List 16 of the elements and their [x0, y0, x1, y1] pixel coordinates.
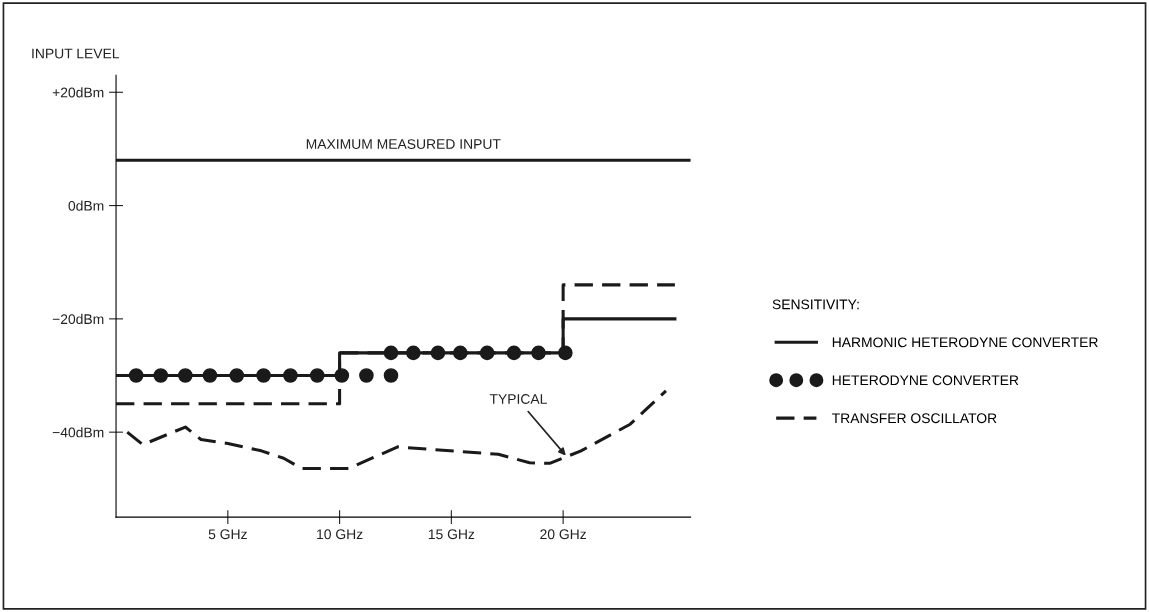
- legend-label: HARMONIC HETERODYNE CONVERTER: [832, 337, 1098, 348]
- y-tick-label: −20dBm: [52, 313, 104, 325]
- y-tick-label: −40dBm: [52, 427, 104, 438]
- ref-line-label: MAXIMUM MEASURED INPUT: [306, 139, 501, 150]
- y-tick-label: +20dBm: [52, 87, 104, 98]
- y-tick-label: 0dBm: [68, 200, 104, 211]
- x-tick-label: 20 GHz: [540, 529, 586, 540]
- legend-label: TRANSFER OSCILLATOR: [832, 413, 997, 424]
- y-axis-title: INPUT LEVEL: [32, 48, 120, 59]
- x-tick-label: 10 GHz: [317, 529, 363, 540]
- legend-label: HETERODYNE CONVERTER: [832, 375, 1019, 386]
- legend-title: SENSITIVITY:: [772, 299, 859, 310]
- annotation: TYPICAL: [489, 394, 547, 404]
- line-series: [125, 389, 668, 470]
- x-tick-label: 5 GHz: [208, 529, 247, 540]
- x-tick-label: 15 GHz: [428, 529, 475, 540]
